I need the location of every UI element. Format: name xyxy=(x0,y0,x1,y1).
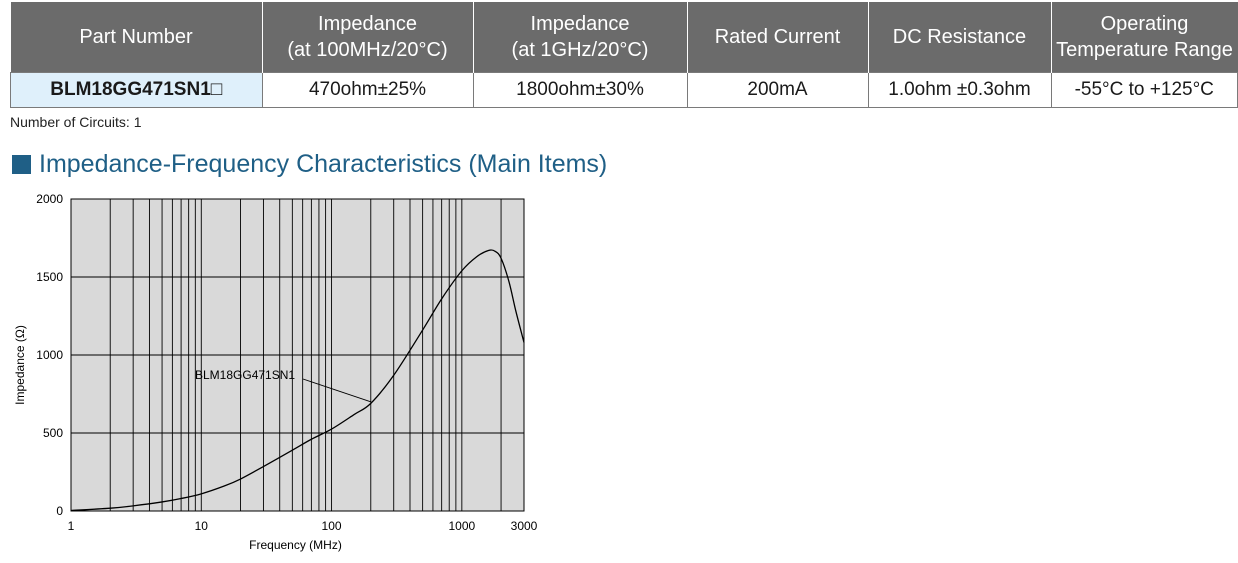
impedance-frequency-chart: 1 10 100 1000 3000 0 500 1000 1500 2000 BLM18GG47… xyxy=(13,192,538,552)
annotation-leader-line xyxy=(302,378,371,403)
header-impedance-100mhz-line1: Impedance xyxy=(318,13,417,35)
header-impedance-100mhz: Impedance (at 100MHz/20°C) xyxy=(261,2,473,73)
y-tick-label: 0 xyxy=(56,504,63,518)
grid-lines xyxy=(70,198,525,512)
header-impedance-100mhz-line2: (at 100MHz/20°C) xyxy=(287,39,448,61)
x-tick-label: 1000 xyxy=(448,519,475,533)
square-bullet-icon xyxy=(12,155,31,174)
x-tick-label: 10 xyxy=(195,519,209,533)
y-axis-label: Impedance (Ω) xyxy=(13,325,27,405)
section-title-text: Impedance-Frequency Characteristics (Mai… xyxy=(39,150,608,178)
header-operating-temp-line1: Operating xyxy=(1100,13,1189,35)
header-part-number-label: Part Number xyxy=(79,26,193,48)
section-heading: Impedance-Frequency Characteristics (Mai… xyxy=(12,150,607,179)
cell-part-number[interactable]: BLM18GG471SN1□ xyxy=(10,72,263,108)
cell-impedance-1ghz: 1800ohm±30% xyxy=(472,72,688,108)
x-tick-label: 1 xyxy=(68,519,75,533)
header-part-number: Part Number xyxy=(10,2,262,73)
tick-labels: 1 10 100 1000 3000 0 500 1000 1500 2000 xyxy=(36,192,537,533)
y-tick-label: 500 xyxy=(43,426,63,440)
y-tick-label: 1000 xyxy=(36,348,63,362)
table-row: BLM18GG471SN1□ 470ohm±25% 1800ohm±30% 20… xyxy=(10,72,1238,108)
header-operating-temp-line2: Temperature Range xyxy=(1056,39,1233,61)
x-axis-label: Frequency (MHz) xyxy=(249,538,342,552)
header-operating-temp: Operating Temperature Range xyxy=(1050,2,1238,73)
series-line-blm18gg471sn1 xyxy=(70,249,525,512)
header-impedance-1ghz-line2: (at 1GHz/20°C) xyxy=(511,39,649,61)
x-tick-label: 3000 xyxy=(511,519,538,533)
spec-table: Part Number Impedance (at 100MHz/20°C) I… xyxy=(10,2,1238,108)
cell-impedance-100mhz: 470ohm±25% xyxy=(261,72,474,108)
header-rated-current: Rated Current xyxy=(686,2,868,73)
header-rated-current-label: Rated Current xyxy=(714,26,841,48)
cell-operating-temp: -55°C to +125°C xyxy=(1050,72,1238,108)
cell-rated-current: 200mA xyxy=(686,72,869,108)
y-tick-label: 1500 xyxy=(36,270,63,284)
header-dc-resistance: DC Resistance xyxy=(867,2,1051,73)
x-tick-label: 100 xyxy=(322,519,342,533)
y-tick-label: 2000 xyxy=(36,192,63,206)
header-dc-resistance-label: DC Resistance xyxy=(892,26,1027,48)
header-impedance-1ghz-line1: Impedance xyxy=(530,13,630,35)
header-impedance-1ghz: Impedance (at 1GHz/20°C) xyxy=(472,2,687,73)
cell-dc-resistance: 1.0ohm ±0.3ohm xyxy=(867,72,1052,108)
circuits-note: Number of Circuits: 1 xyxy=(10,114,142,130)
annotation-label: BLM18GG471SN1 xyxy=(195,368,295,382)
spec-header-row: Part Number Impedance (at 100MHz/20°C) I… xyxy=(10,2,1238,73)
